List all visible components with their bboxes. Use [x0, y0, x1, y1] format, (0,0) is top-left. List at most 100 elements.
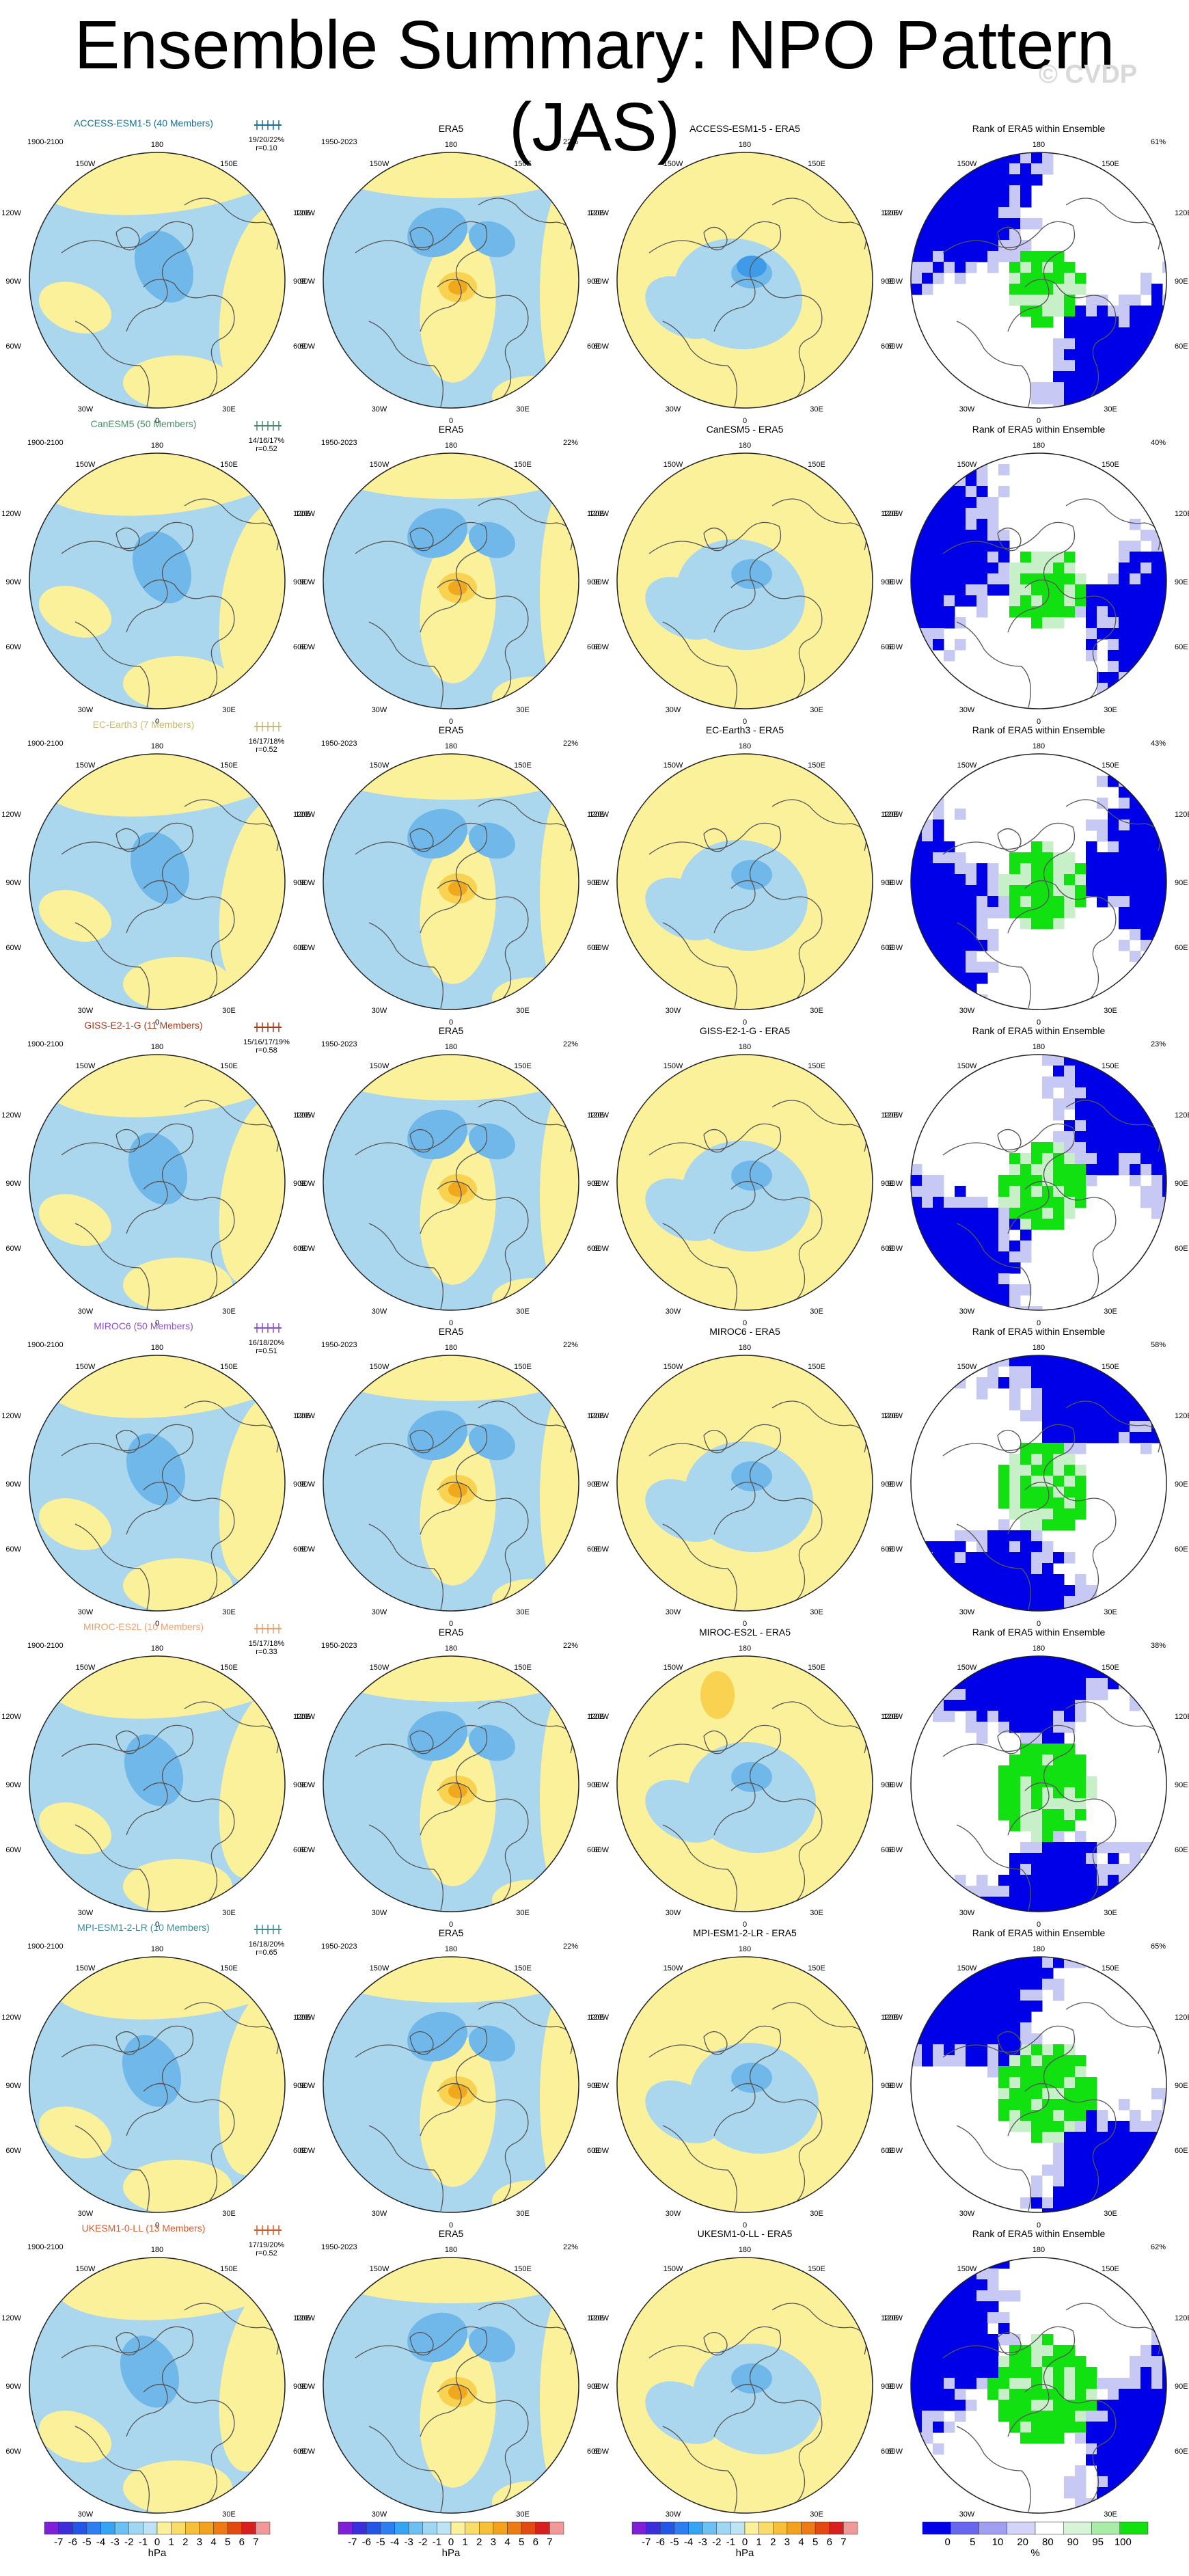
rank-cell: [966, 896, 977, 908]
colorbar-tick: -1: [726, 2536, 735, 2548]
rank-cell: [1151, 360, 1163, 372]
rank-cell: [1151, 1897, 1163, 1908]
rank-cell: [1020, 606, 1032, 618]
rank-cell: [933, 617, 944, 629]
pct-explained: 22%: [563, 740, 578, 748]
coastline-3: [956, 621, 1031, 708]
rank-cell: [944, 1262, 955, 1274]
rank-cell: [911, 486, 922, 498]
positive-region: [420, 232, 496, 383]
coastline-1: [143, 2384, 235, 2509]
rank-cell: [966, 1990, 977, 2001]
rank-cell: [1031, 1809, 1043, 1821]
coastline-3: [662, 1223, 737, 1310]
rank-cell: [1009, 2066, 1021, 2078]
rank-cell: [1151, 1066, 1163, 1077]
coastline-1: [1024, 1482, 1117, 1607]
rank-cell: [1053, 1678, 1065, 1690]
coastline-4: [997, 1128, 1022, 1153]
rank-cell: [1020, 1875, 1032, 1886]
rank-cell: [1009, 852, 1021, 864]
rank-cell: [1031, 2411, 1043, 2422]
rank-cell: [1140, 896, 1152, 908]
rank-cell: [1119, 918, 1130, 930]
rank-cell: [1130, 1164, 1141, 1176]
rank-cell: [1097, 1399, 1108, 1411]
lon-label: 120W: [883, 510, 903, 518]
rank-cell: [1119, 2476, 1130, 2488]
rank-cell: [944, 562, 955, 574]
rank-cell: [955, 863, 966, 875]
lon-label: 120E: [587, 1713, 605, 1721]
rank-cell: [1108, 2454, 1119, 2466]
colorbar-swatch: [171, 2521, 186, 2535]
rank-cell: [1140, 776, 1152, 787]
lon-label: 60W: [5, 1245, 21, 1253]
rank-cell: [944, 2001, 955, 2012]
rank-cell: [933, 1295, 944, 1307]
panel-border: [910, 753, 1167, 1010]
rank-cell: [1097, 327, 1108, 339]
rank-cell: [1064, 2175, 1076, 2187]
rank-cell: [976, 1273, 988, 1285]
lon-label: 90E: [293, 1781, 307, 1789]
rank-cell: [1053, 1700, 1065, 1711]
lon-label: 60W: [299, 2448, 315, 2456]
rank-cell: [944, 1230, 955, 1241]
colorbar-swatch: [58, 2521, 73, 2535]
rank-cell: [1053, 863, 1065, 875]
coastline-4: [409, 2031, 434, 2055]
rank-cell: [933, 874, 944, 886]
rank-cell: [944, 984, 955, 995]
rank-cell: [1075, 595, 1086, 607]
rank-cell: [1151, 2476, 1163, 2488]
rank-cell: [1042, 1366, 1054, 1378]
negative-center: [407, 207, 467, 258]
rank-cell: [966, 2323, 977, 2335]
lon-label: 150W: [957, 1363, 977, 1371]
lon-label: 180: [445, 2246, 457, 2254]
rank-cell: [1119, 1656, 1130, 1668]
rank-cell: [1086, 1689, 1097, 1700]
rank-cell: [944, 841, 955, 853]
rank-cell: [1119, 1087, 1130, 1099]
rank-panel: 180150W150E120W120E90W90E60W60E30W30E0Ra…: [883, 1927, 1189, 2229]
rank-cell: [987, 584, 999, 596]
rank-cell: [1086, 2165, 1097, 2176]
rank-cell: [1031, 1465, 1043, 1476]
lon-label: 90E: [293, 277, 307, 286]
colorbar-tick: 1: [462, 2536, 467, 2548]
rank-cell: [911, 1273, 922, 1285]
colorbar-tick: 80: [1042, 2536, 1054, 2548]
rank-cell: [1162, 694, 1166, 705]
rank-cell: [987, 940, 999, 951]
row-7: 180150W150E120W120E90W90E60W60E30W30E0UK…: [1, 2223, 1189, 2530]
rank-cell: [998, 1487, 1010, 1498]
rank-cell: [911, 754, 922, 765]
years-label: 1900-2100: [27, 138, 64, 146]
negative-center: [132, 531, 192, 604]
rank-cell: [966, 863, 977, 875]
rank-cell: [922, 1219, 933, 1230]
rank-cell: [1031, 2132, 1043, 2143]
rank-cell: [922, 984, 933, 995]
rank-cell: [1053, 1109, 1065, 1121]
rank-cell: [1130, 2154, 1141, 2165]
rank-cell: [1042, 1765, 1054, 1777]
colorbar-tick: -5: [670, 2536, 679, 2548]
colorbar-swatch: [479, 2521, 494, 2535]
rank-cell: [1064, 2066, 1076, 2078]
rank-cell: [1031, 1443, 1043, 1454]
rank-cell: [1151, 1377, 1163, 1389]
rank-cell: [998, 2323, 1010, 2335]
rank-cell: [998, 2011, 1010, 2023]
rank-cell: [1097, 1120, 1108, 1132]
rank-cell: [1108, 595, 1119, 607]
rank-cell: [1162, 1098, 1166, 1110]
rank-cell: [922, 754, 933, 765]
lon-label: 30W: [959, 405, 975, 413]
rank-cell: [955, 1230, 966, 1241]
lon-label: 60W: [887, 342, 903, 351]
rank-cell: [933, 1667, 944, 1679]
